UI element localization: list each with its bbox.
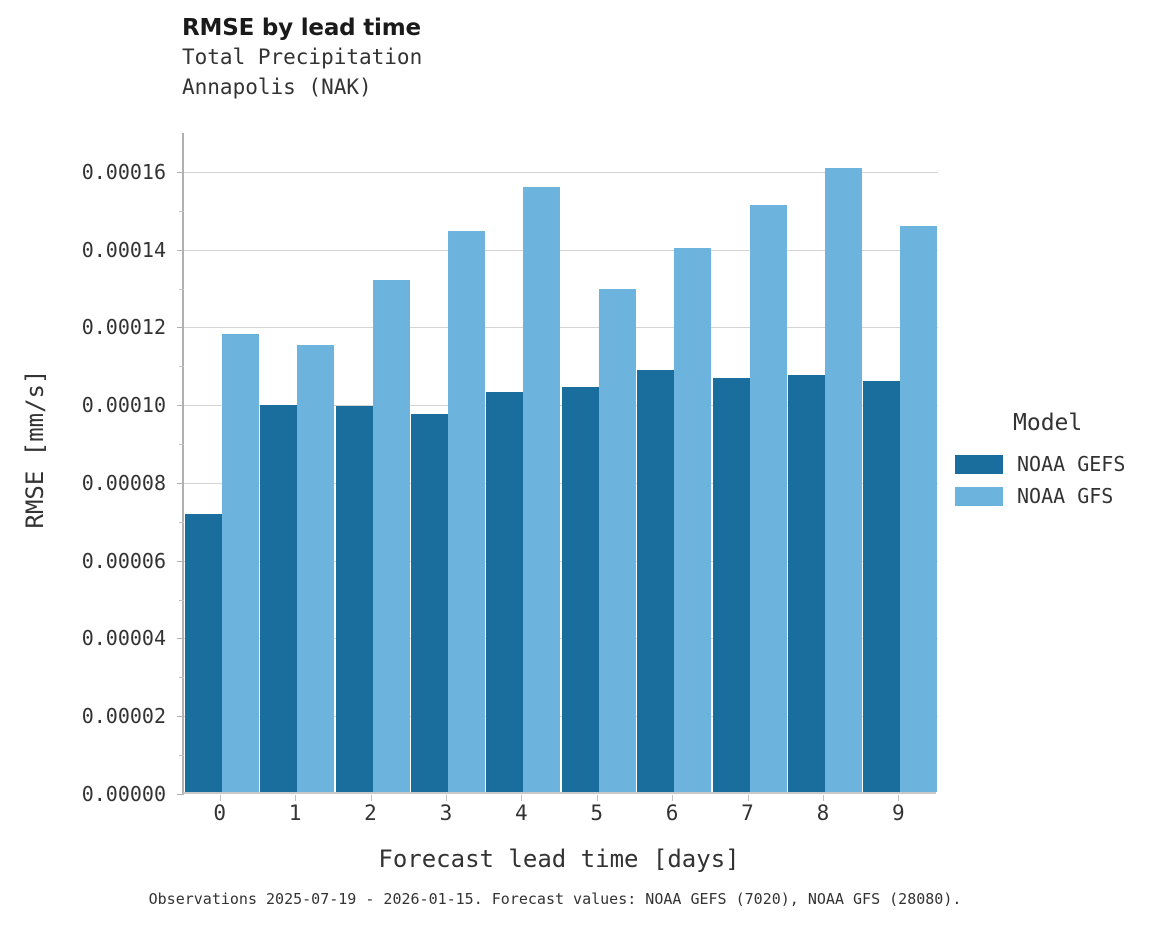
- legend-entries: NOAA GEFS NOAA GFS: [955, 448, 1170, 512]
- y-axis-tick-label: 0.00002: [81, 704, 166, 729]
- y-axis-minor-tick: [179, 677, 184, 679]
- legend-item[interactable]: NOAA GFS: [955, 480, 1170, 512]
- legend-swatch-icon: [955, 454, 1003, 474]
- x-axis-tick-label: 8: [816, 801, 830, 825]
- x-axis-tick: [672, 795, 674, 801]
- x-axis-tick-label: 5: [590, 801, 604, 825]
- bar[interactable]: [372, 279, 410, 792]
- y-axis-tick: [177, 794, 184, 795]
- y-axis-tick: [177, 249, 184, 251]
- bar[interactable]: [221, 334, 259, 792]
- y-axis-tick-label: 0.00014: [81, 237, 166, 262]
- chart-subtitle-location: Annapolis (NAK): [182, 75, 372, 99]
- x-axis-tick: [219, 795, 221, 801]
- y-axis-tick: [177, 482, 184, 484]
- page-title: RMSE by lead time: [182, 15, 421, 41]
- x-axis-tick: [898, 795, 900, 801]
- figure-caption: Observations 2025-07-19 - 2026-01-15. Fo…: [148, 890, 962, 908]
- bar[interactable]: [335, 405, 373, 792]
- x-axis-tick-label: 6: [665, 801, 679, 825]
- y-axis-tick: [177, 327, 184, 329]
- bar[interactable]: [863, 381, 901, 792]
- legend-swatch-icon: [955, 486, 1003, 506]
- y-axis-tick: [177, 560, 184, 562]
- y-axis-minor-tick: [179, 444, 184, 446]
- legend-item[interactable]: NOAA GEFS: [955, 448, 1170, 480]
- y-axis-minor-tick: [179, 288, 184, 290]
- y-axis-tick: [177, 405, 184, 407]
- x-axis-title: Forecast lead time [days]: [378, 845, 740, 873]
- gridline: [184, 405, 938, 407]
- x-axis-tick-label: 9: [891, 801, 905, 825]
- y-axis-tick-label: 0.00010: [81, 393, 166, 418]
- gridline: [184, 171, 938, 173]
- y-axis-minor-tick: [179, 366, 184, 368]
- gridline: [184, 249, 938, 251]
- bar[interactable]: [598, 288, 636, 792]
- y-axis-tick-label: 0.00004: [81, 626, 166, 651]
- x-axis-tick-label: 0: [213, 801, 227, 825]
- bar[interactable]: [260, 405, 298, 792]
- bar[interactable]: [712, 377, 750, 792]
- gridline: [184, 560, 938, 562]
- y-axis-tick-labels: 0.00000 0.00002 0.00004 0.00006 0.00008 0.000…: [0, 133, 166, 804]
- x-axis-tick-label: 4: [514, 801, 528, 825]
- y-axis-minor-tick: [179, 599, 184, 601]
- bar[interactable]: [410, 414, 448, 792]
- y-axis-tick-label: 0.00008: [81, 470, 166, 495]
- title-block: RMSE by lead time Total Precipitation An…: [182, 14, 882, 102]
- legend-item-label: NOAA GEFS: [1017, 452, 1126, 476]
- x-axis-tick: [822, 795, 824, 801]
- y-axis-tick-label: 0.00006: [81, 548, 166, 573]
- bar[interactable]: [486, 391, 524, 792]
- x-axis-tick-label: 1: [288, 801, 302, 825]
- x-axis-tick-label: 3: [439, 801, 453, 825]
- legend-item-label: NOAA GFS: [1017, 484, 1114, 508]
- x-axis-tick: [521, 795, 523, 801]
- bar[interactable]: [447, 230, 485, 792]
- plot-area: [177, 133, 938, 795]
- gridline: [184, 716, 938, 718]
- y-axis-minor-tick: [179, 210, 184, 212]
- legend-title: Model: [1013, 410, 1083, 436]
- gridline: [184, 638, 938, 640]
- bar[interactable]: [297, 345, 335, 792]
- bar[interactable]: [674, 247, 712, 792]
- y-axis-minor-tick: [179, 521, 184, 523]
- x-axis-tick: [295, 795, 297, 801]
- x-axis-tick-label: 2: [364, 801, 377, 825]
- x-axis-tick: [747, 795, 749, 801]
- y-axis-tick: [177, 638, 184, 640]
- x-axis-tick-label: 7: [741, 801, 754, 825]
- x-axis-tick: [445, 795, 447, 801]
- x-axis-tick-labels: 0 1 2 3 4 5 6 7 8 9: [182, 800, 936, 830]
- y-axis-tick-label: 0.00012: [81, 315, 166, 340]
- y-axis-tick: [177, 716, 184, 718]
- y-axis-tick-label: 0.00000: [81, 782, 166, 806]
- bar[interactable]: [787, 374, 825, 792]
- bar[interactable]: [749, 204, 787, 792]
- bar[interactable]: [824, 167, 862, 792]
- bar[interactable]: [523, 187, 561, 792]
- y-axis-title: RMSE [mm/s]: [21, 369, 49, 529]
- y-axis-minor-tick: [179, 755, 184, 757]
- gridline: [184, 327, 938, 329]
- y-axis-tick: [177, 171, 184, 173]
- gridline: [184, 482, 938, 484]
- chart-subtitle-variable: Total Precipitation: [182, 45, 423, 69]
- bar[interactable]: [561, 387, 599, 792]
- x-axis-tick: [370, 795, 372, 801]
- legend: Model NOAA GEFS NOAA GFS: [955, 408, 1170, 512]
- y-axis-tick-label: 0.00016: [81, 159, 166, 184]
- x-axis-tick: [596, 795, 598, 801]
- bar[interactable]: [900, 226, 938, 792]
- bar[interactable]: [184, 513, 222, 792]
- bar[interactable]: [637, 370, 675, 792]
